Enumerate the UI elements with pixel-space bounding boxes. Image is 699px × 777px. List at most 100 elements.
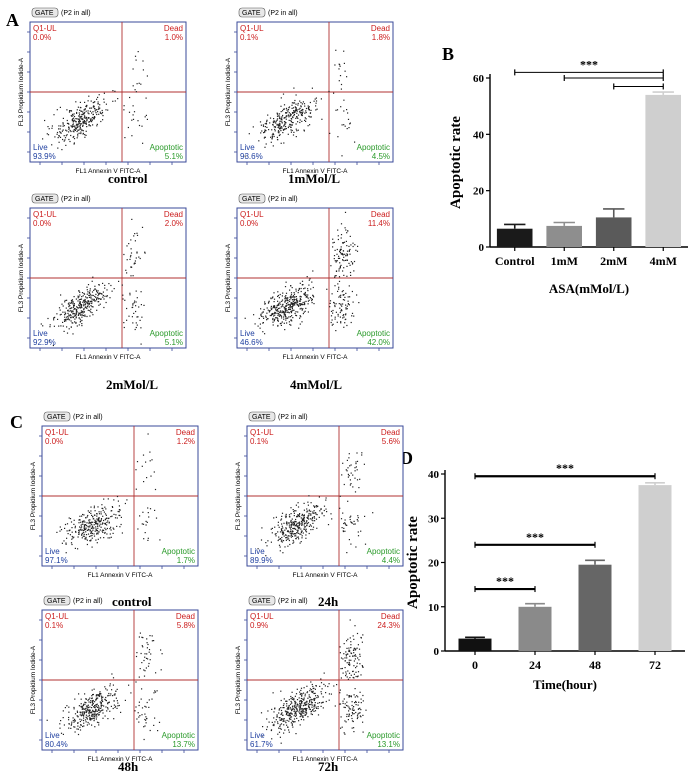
plot-caption: 48h [118, 759, 139, 774]
y-tick-label: 20 [428, 558, 440, 570]
gate-label: GATE [47, 414, 66, 421]
quadrant-ul-label: Q1-UL [45, 612, 69, 621]
gate-badge [238, 7, 266, 18]
quadrant-ur-percent: 1.8% [372, 33, 390, 42]
x-axis-label: FL1 Annexin V FITC-A [282, 168, 348, 175]
bar-0 [458, 638, 492, 651]
y-axis-label: FL3 Propidium Iodide-A [18, 57, 25, 126]
quadrant-ll-percent: 93.6% [240, 152, 263, 161]
gate-badge [31, 193, 59, 204]
quadrant-ll-percent: 89.9% [250, 556, 273, 565]
event-dots [244, 211, 360, 335]
quadrant-lr-percent: 5.1% [165, 338, 183, 347]
quadrant-ul-label: Q1-UL [250, 428, 274, 437]
quadrant-ur-percent: 1.2% [177, 437, 195, 446]
quadrant-ul-percent: 0.0% [45, 437, 63, 446]
gate-badge [238, 193, 266, 204]
category-label-4mM: 4mM [650, 254, 677, 268]
quadrant-ll-percent: 97.1% [45, 556, 68, 565]
y-tick-label: 0 [479, 242, 485, 254]
category-label-0: 0 [472, 658, 478, 672]
quadrant-ul-label: Q1-UL [45, 428, 69, 437]
gate-label: GATE [252, 598, 271, 605]
quadrant-ul-label: Q1-UL [33, 210, 57, 219]
quadrant-ll-label: Live [33, 143, 48, 152]
quadrant-ll-label: Live [45, 731, 60, 740]
quadrant-ur-label: Dead [164, 24, 183, 33]
quadrant-lr-percent: 5.1% [165, 152, 183, 161]
gate-scope: (P2 in all) [278, 414, 308, 421]
quadrant-ul-label: Q1-UL [33, 24, 57, 33]
quadrant-ul-label: Q1-UL [240, 24, 264, 33]
gate-label: GATE [252, 414, 271, 421]
quadrant-ll-label: Live [240, 143, 255, 152]
x-axis-label: FL1 Annexin V FITC-A [292, 572, 358, 579]
plot-caption: control [108, 171, 148, 186]
quadrant-lr-percent: 4.5% [372, 152, 390, 161]
event-dots [257, 452, 374, 557]
quadrant-ll-label: Live [240, 329, 255, 338]
event-dots [40, 218, 146, 347]
quadrant-ll-percent: 92.9% [33, 338, 56, 347]
quadrant-lr-label: Apoptotic [162, 731, 195, 740]
quadrant-ur-percent: 24.3% [377, 621, 400, 630]
x-axis-label: FL1 Annexin V FITC-A [282, 354, 348, 361]
event-dots [42, 51, 148, 151]
category-label-2mM: 2mM [600, 254, 627, 268]
bar-Control [496, 228, 533, 247]
panel-label-c: C [10, 412, 23, 432]
gate-scope: (P2 in all) [278, 598, 308, 605]
quadrant-ll-percent: 61.7% [250, 740, 273, 749]
quadrant-ul-percent: 0.9% [250, 621, 268, 630]
quadrant-lr-percent: 4.4% [382, 556, 400, 565]
y-axis-label: FL3 Propidium Iodide-A [30, 461, 37, 530]
bar-1mM [546, 225, 582, 247]
x-axis-label: FL1 Annexin V FITC-A [75, 354, 141, 361]
quadrant-ul-percent: 0.0% [240, 219, 258, 228]
y-axis-label: FL3 Propidium Iodide-A [18, 243, 25, 312]
y-tick-label: 40 [428, 469, 440, 481]
y-tick-label: 0 [434, 646, 440, 658]
category-label-24: 24 [529, 658, 541, 672]
plot-caption: control [112, 594, 152, 609]
bar-chart-b: 0 20 40 60 Control 1mM 2mM 4mM *** ASA(mMol/L) Apo… [448, 57, 688, 296]
y-axis-title: Apoptotic rate [448, 116, 464, 209]
category-label-48: 48 [589, 658, 601, 672]
quadrant-ur-label: Dead [164, 210, 183, 219]
quadrant-ur-percent: 5.8% [177, 621, 195, 630]
significance-label: *** [580, 57, 598, 71]
quadrant-lr-label: Apoptotic [357, 143, 390, 152]
quadrant-ur-label: Dead [176, 612, 195, 621]
quadrant-ll-label: Live [45, 547, 60, 556]
gate-label: GATE [242, 196, 261, 203]
bar-72 [638, 485, 672, 651]
quadrant-ul-percent: 0.0% [33, 219, 51, 228]
gate-label: GATE [35, 10, 54, 17]
y-tick-label: 60 [473, 73, 485, 85]
x-axis-label: FL1 Annexin V FITC-A [87, 572, 153, 579]
quadrant-ur-label: Dead [371, 24, 390, 33]
gate-scope: (P2 in all) [61, 10, 91, 17]
quadrant-lr-percent: 42.0% [367, 338, 390, 347]
quadrant-ul-percent: 0.1% [240, 33, 258, 42]
gate-badge [248, 411, 276, 422]
event-dots [260, 619, 367, 744]
panel-label-b: B [442, 44, 454, 64]
quadrant-ur-percent: 11.4% [368, 219, 390, 228]
x-axis-title: Time(hour) [533, 677, 597, 692]
category-label-72: 72 [649, 658, 661, 672]
x-axis-label: FL1 Annexin V FITC-A [75, 168, 141, 175]
event-dots [244, 49, 356, 157]
gate-label: GATE [242, 10, 261, 17]
gate-label: GATE [47, 598, 66, 605]
y-axis-label: FL3 Propidium Iodide-A [225, 57, 232, 126]
gate-scope: (P2 in all) [268, 196, 298, 203]
y-axis-label: FL3 Propidium Iodide-A [225, 243, 232, 312]
category-label-Control: Control [495, 254, 535, 268]
quadrant-ll-label: Live [250, 731, 265, 740]
